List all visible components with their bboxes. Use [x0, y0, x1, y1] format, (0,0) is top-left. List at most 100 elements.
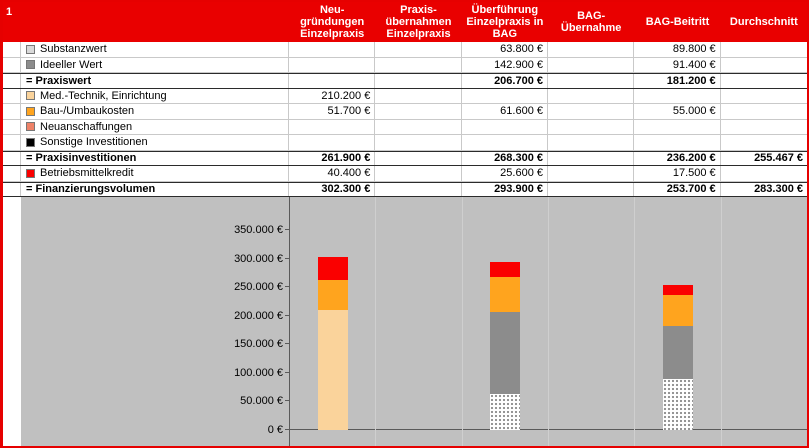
legend-swatch: [26, 91, 35, 101]
cell-value-ueberfuehrung-bag: [462, 88, 548, 103]
bar-segment-medtech: [317, 309, 348, 430]
row-label-cell: Betriebsmittelkredit: [21, 166, 289, 181]
y-axis-label: 350.000 €: [234, 224, 283, 236]
y-axis: 0 € 50.000 € 100.000 € 150.000 € 200.000 € 25…: [21, 197, 289, 446]
plot-area: [289, 197, 807, 446]
cell-value-durchschnitt: 283.300 €: [754, 183, 803, 196]
cell-value-praxisuebernahmen: [375, 74, 462, 88]
cell-value-praxisuebernahmen: [375, 135, 462, 150]
y-axis-label: 250.000 €: [234, 281, 283, 294]
legend-swatch: [26, 44, 35, 54]
column-header-ueberfuehrung-bag: Überführung Einzelpraxis in BAG: [466, 4, 544, 40]
cell-value-ueberfuehrung-bag: 63.800 €: [462, 42, 548, 57]
bar-segment-ideell: [490, 311, 521, 394]
cell-value-bag-uebernahme: [548, 182, 635, 196]
cell-value-durchschnitt: [721, 104, 807, 119]
table-row: Neuanschaffungen: [3, 119, 807, 135]
row-index-cell: [3, 166, 21, 181]
stacked-bar: [662, 285, 693, 430]
cell-value-ueberfuehrung-bag: [462, 119, 548, 134]
cell-value-ueberfuehrung-bag: 293.900 €: [462, 182, 548, 196]
row-label: Ideeller Wert: [40, 58, 103, 71]
table-row: Ideeller Wert 142.900 € 91.400 €: [3, 57, 807, 73]
cell-value-durchschnitt: [721, 135, 807, 150]
table-row: Substanzwert 63.800 € 89.800 €: [3, 42, 807, 58]
sheet-index: 1: [6, 6, 13, 18]
y-axis-tick: [285, 371, 289, 373]
cell-value-ueberfuehrung-bag: 206.700 €: [462, 74, 548, 88]
y-axis-label: 150.000 €: [234, 338, 283, 351]
cell-value-bag-uebernahme: [548, 135, 635, 150]
bar-segment-bau: [490, 276, 521, 312]
bar-segment-ideell: [662, 326, 693, 379]
row-label-cell: Sonstige Investitionen: [21, 135, 289, 150]
row-label: Sonstige Investitionen: [40, 136, 148, 149]
cell-value-praxisuebernahmen: [375, 104, 462, 119]
cell-value-neugruendungen: 51.700 €: [289, 104, 376, 119]
row-index-cell: [3, 104, 21, 119]
stacked-bar: [317, 257, 348, 430]
cell-value-ueberfuehrung-bag: 142.900 €: [462, 57, 548, 72]
chart-section: 0 € 50.000 € 100.000 € 150.000 € 200.000 € 25…: [3, 197, 807, 446]
cell-value-praxisuebernahmen: [375, 166, 462, 181]
bar-segment-kredit: [662, 285, 693, 296]
cell-value-bag-beitritt: 181.200 €: [634, 74, 721, 88]
y-axis-tick: [285, 314, 289, 316]
row-index-cell: [3, 42, 21, 57]
cell-value-durchschnitt: [721, 74, 807, 88]
row-index-cell: [3, 74, 21, 88]
legend-swatch: [26, 106, 35, 116]
cell-value-neugruendungen: 40.400 €: [289, 166, 376, 181]
cell-value-praxisuebernahmen: [375, 42, 462, 57]
bar-segment-bau: [662, 295, 693, 327]
cell-value-bag-uebernahme: [548, 151, 635, 165]
chart-column: [722, 197, 807, 446]
row-label-header-spacer: [21, 2, 289, 42]
cell-value-durchschnitt: 255.467 €: [754, 152, 803, 165]
cell-value-neugruendungen: [289, 57, 376, 72]
cell-value-durchschnitt: [721, 166, 807, 181]
cell-value-bag-beitritt: [634, 119, 721, 134]
y-axis-tick: [285, 286, 289, 288]
cell-value-bag-uebernahme: [548, 119, 635, 134]
cell-value-durchschnitt: [721, 58, 807, 73]
chart-left-margin: [3, 197, 21, 446]
row-label: Neuanschaffungen: [40, 120, 133, 133]
bar-segment-kredit: [490, 262, 521, 277]
cell-value-ueberfuehrung-bag: 61.600 €: [462, 104, 548, 119]
row-index-cell: [3, 182, 21, 196]
cell-value-bag-beitritt: 91.400 €: [634, 57, 721, 72]
cell-value-praxisuebernahmen: [375, 182, 462, 196]
column-header-neugruendungen: Neu- gründungen Einzelpraxis: [300, 4, 365, 40]
legend-swatch: [26, 137, 35, 147]
cell-value-praxisuebernahmen: [375, 88, 462, 103]
column-header-bag-beitritt: BAG-Beitritt: [645, 16, 710, 28]
cell-value-neugruendungen: [289, 74, 376, 88]
cell-value-bag-uebernahme: [548, 88, 635, 103]
cell-value-bag-beitritt: 89.800 €: [634, 42, 721, 57]
cell-value-ueberfuehrung-bag: [462, 135, 548, 150]
row-label: = Praxisinvestitionen: [26, 152, 137, 165]
cell-value-praxisuebernahmen: [375, 151, 462, 165]
row-index-cell: [3, 88, 21, 103]
y-axis-label: 300.000 €: [234, 252, 283, 265]
y-axis-tick: [285, 257, 289, 259]
row-label: Substanzwert: [40, 43, 107, 56]
cell-value-bag-uebernahme: [548, 166, 635, 181]
bar-segment-substanz: [662, 378, 693, 430]
row-label: Med.-Technik, Einrichtung: [40, 89, 167, 102]
cell-value-bag-uebernahme: [548, 104, 635, 119]
row-index-cell: [3, 135, 21, 150]
stacked-bar: [490, 262, 521, 430]
y-axis-label: 0 €: [267, 424, 283, 436]
cell-value-praxisuebernahmen: [375, 57, 462, 72]
column-header-praxisuebernahmen: Praxis- übernahmen Einzelpraxis: [385, 4, 452, 40]
cell-value-durchschnitt: [721, 120, 807, 135]
cell-value-neugruendungen: [289, 135, 376, 150]
cell-value-ueberfuehrung-bag: 268.300 €: [462, 151, 548, 165]
row-label-cell: = Praxiswert: [21, 74, 289, 88]
cell-value-neugruendungen: [289, 119, 376, 134]
row-index-cell: [3, 57, 21, 72]
cell-value-bag-beitritt: 236.200 €: [634, 151, 721, 165]
row-label-cell: Substanzwert: [21, 42, 289, 57]
